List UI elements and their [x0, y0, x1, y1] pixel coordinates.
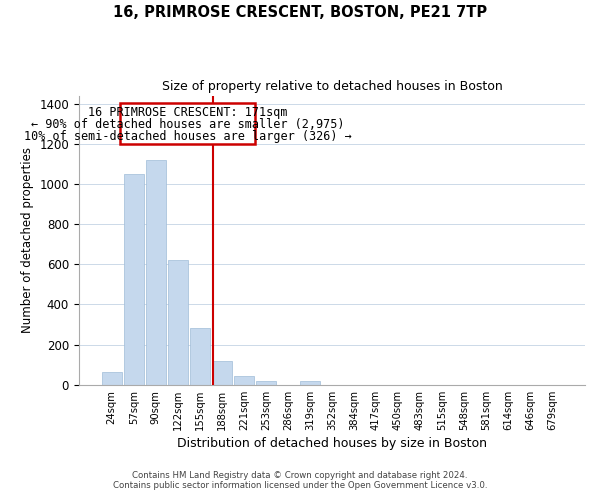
Bar	[168, 260, 188, 385]
Text: 16 PRIMROSE CRESCENT: 171sqm: 16 PRIMROSE CRESCENT: 171sqm	[88, 106, 287, 118]
Bar	[102, 372, 122, 385]
Title: Size of property relative to detached houses in Boston: Size of property relative to detached ho…	[161, 80, 502, 93]
Bar	[300, 381, 320, 385]
Bar	[212, 360, 232, 385]
Bar	[190, 328, 209, 385]
Text: Contains HM Land Registry data © Crown copyright and database right 2024.
Contai: Contains HM Land Registry data © Crown c…	[113, 470, 487, 490]
X-axis label: Distribution of detached houses by size in Boston: Distribution of detached houses by size …	[177, 437, 487, 450]
Bar	[234, 376, 254, 385]
FancyBboxPatch shape	[120, 102, 256, 144]
Text: 16, PRIMROSE CRESCENT, BOSTON, PE21 7TP: 16, PRIMROSE CRESCENT, BOSTON, PE21 7TP	[113, 5, 487, 20]
Y-axis label: Number of detached properties: Number of detached properties	[21, 147, 34, 333]
Bar	[124, 174, 143, 385]
Bar	[146, 160, 166, 385]
Text: 10% of semi-detached houses are larger (326) →: 10% of semi-detached houses are larger (…	[24, 130, 352, 142]
Bar	[256, 381, 276, 385]
Text: ← 90% of detached houses are smaller (2,975): ← 90% of detached houses are smaller (2,…	[31, 118, 344, 130]
